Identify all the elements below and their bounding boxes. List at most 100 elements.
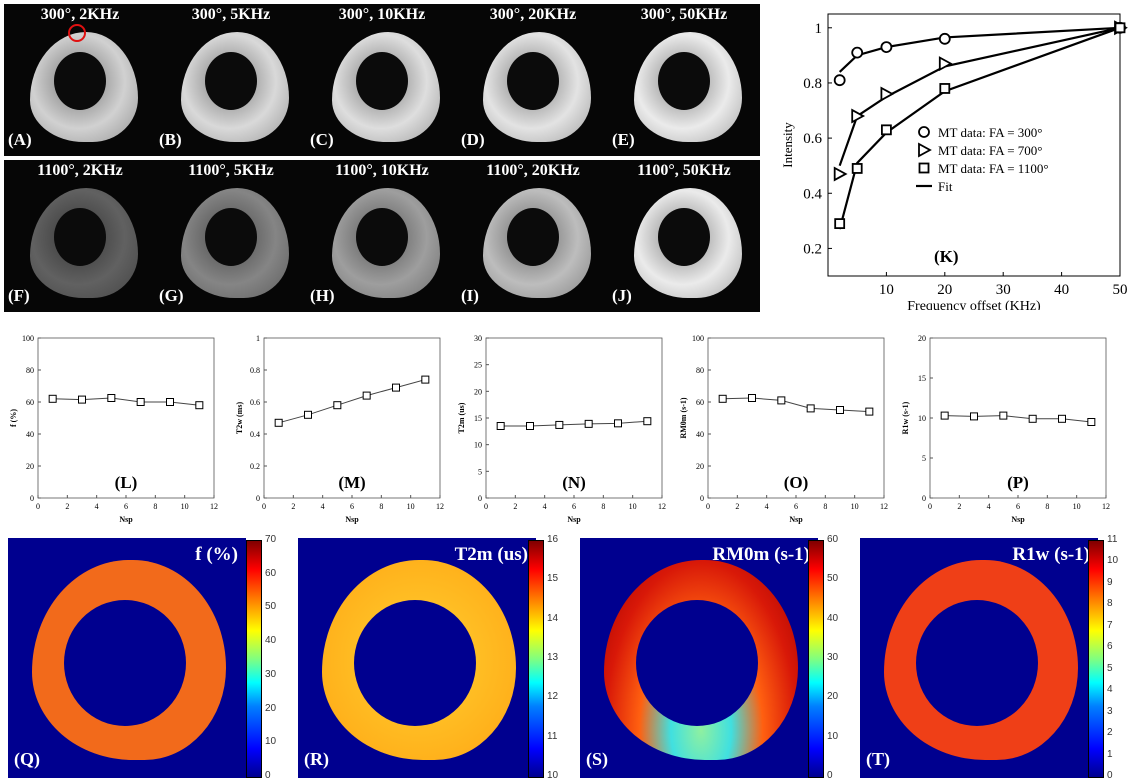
x-tick-label: 6 — [1016, 502, 1020, 511]
y-tick-label: 5 — [478, 467, 482, 476]
y-tick-label: 15 — [918, 374, 926, 383]
y-tick-label: 80 — [696, 366, 704, 375]
data-point — [555, 420, 564, 429]
nsp-line-chart: 0 2 4 6 8 10 12 0 20 40 60 80 100 Nsp RM0m (s-1) (O) — [679, 334, 888, 524]
x-axis-label: Nsp — [567, 515, 581, 524]
data-point — [777, 396, 786, 405]
y-tick-label: 100 — [692, 334, 704, 343]
x-tick-label: 0 — [484, 502, 488, 511]
y-tick-label: 30 — [474, 334, 482, 343]
data-point — [851, 46, 864, 59]
data-point — [392, 383, 400, 392]
x-tick-label: 50 — [1113, 282, 1128, 298]
data-point — [136, 398, 145, 406]
mri-panel-label: (J) — [612, 286, 632, 305]
mri-panel: 1100°, 50KHz (J) — [608, 160, 760, 312]
colorbar-tick-label: 30 — [265, 668, 277, 680]
y-tick-label: 0 — [922, 494, 926, 503]
colorbar — [808, 540, 824, 778]
mri-panel-label: (G) — [159, 286, 184, 305]
marrow-cavity — [507, 208, 559, 266]
mri-panel-label: (C) — [310, 130, 334, 149]
mri-panel-title: 1100°, 2KHz — [37, 162, 123, 179]
x-tick-label: 12 — [210, 502, 218, 511]
map-title: f (%) — [195, 544, 238, 565]
x-tick-label: 10 — [1073, 502, 1081, 511]
data-point — [1028, 414, 1037, 423]
y-tick-label: 0.4 — [803, 186, 822, 202]
y-tick-label: 5 — [922, 454, 926, 463]
colorbar-tick-label: 12 — [547, 691, 559, 703]
colorbar-tick-label: 14 — [547, 612, 559, 624]
mri-panel: 300°, 2KHz (A) — [4, 4, 156, 156]
map-title: RM0m (s-1) — [712, 544, 810, 565]
y-tick-label: 15 — [474, 414, 482, 423]
y-tick-label: 0.6 — [803, 131, 822, 147]
x-axis-label: Nsp — [789, 515, 803, 524]
y-axis-label: T2m (us) — [457, 402, 466, 433]
y-tick-label: 20 — [26, 462, 34, 471]
x-tick-label: 12 — [1102, 502, 1110, 511]
x-tick-label: 20 — [937, 282, 952, 298]
y-tick-label: 0 — [700, 494, 704, 503]
colorbar-tick-label: 3 — [1107, 705, 1113, 717]
mri-panel: 300°, 10KHz (C) — [306, 4, 458, 156]
y-tick-label: 0 — [256, 494, 260, 503]
marrow-cavity — [507, 52, 559, 110]
colorbar-tick-label: 4 — [1107, 684, 1113, 696]
y-tick-label: 20 — [474, 387, 482, 396]
colorbar-tick-label: 1 — [1107, 748, 1113, 760]
x-tick-label: 0 — [706, 502, 710, 511]
x-tick-label: 0 — [36, 502, 40, 511]
y-tick-label: 10 — [918, 414, 926, 423]
marrow-cavity — [354, 600, 476, 726]
colorbar-tick-label: 40 — [265, 635, 277, 647]
mri-panel: 300°, 5KHz (B) — [155, 4, 307, 156]
data-point — [48, 394, 57, 403]
marrow-cavity — [356, 52, 408, 110]
x-tick-label: 30 — [996, 282, 1011, 298]
data-point — [274, 418, 283, 427]
x-tick-label: 2 — [735, 502, 739, 511]
x-axis-label: Frequency offset (KHz) — [907, 299, 1041, 310]
panel-label: (M) — [338, 473, 365, 492]
mri-panel-title: 300°, 10KHz — [338, 6, 426, 23]
legend-entry: MT data: FA = 700° — [938, 143, 1043, 158]
mri-panel-label: (B) — [159, 130, 182, 149]
parameter-map: RM0m (s-1) (S) — [580, 538, 818, 778]
data-point — [643, 417, 652, 426]
data-point — [806, 404, 815, 413]
nsp-line-chart: 0 2 4 6 8 10 12 0 0.2 0.4 0.6 0.8 1 Nsp T2w (ms) (M) — [235, 334, 444, 524]
y-axis-label: f (%) — [9, 409, 18, 427]
x-tick-label: 8 — [823, 502, 827, 511]
marrow-cavity — [356, 208, 408, 266]
y-axis-label: R1w (s-1) — [901, 401, 910, 434]
data-point — [938, 56, 953, 72]
y-axis-label: Intensity — [780, 122, 795, 168]
legend-entry: MT data: FA = 1100° — [938, 161, 1049, 176]
data-point — [851, 163, 863, 174]
colorbar-tick-label: 11 — [1107, 534, 1118, 545]
y-tick-label: 40 — [696, 430, 704, 439]
map-panel-label: (Q) — [14, 749, 40, 769]
data-point — [938, 32, 951, 45]
mri-panel-label: (I) — [461, 286, 479, 305]
legend-entry: MT data: FA = 300° — [938, 125, 1043, 140]
marrow-cavity — [658, 208, 710, 266]
y-tick-label: 60 — [26, 398, 34, 407]
marrow-cavity — [54, 208, 106, 266]
y-tick-label: 0.8 — [250, 366, 260, 375]
x-tick-label: 6 — [350, 502, 354, 511]
panel-label: (K) — [934, 247, 959, 266]
parameter-map: f (%) (Q) — [8, 538, 246, 778]
series-line — [52, 397, 200, 406]
x-tick-label: 12 — [880, 502, 888, 511]
x-tick-label: 2 — [291, 502, 295, 511]
data-point — [833, 74, 846, 87]
colorbar — [528, 540, 544, 778]
colorbar-tick-label: 9 — [1107, 576, 1113, 588]
data-point — [333, 401, 342, 410]
data-point — [748, 394, 756, 402]
data-point — [999, 411, 1008, 420]
panel-label: (P) — [1007, 473, 1029, 492]
